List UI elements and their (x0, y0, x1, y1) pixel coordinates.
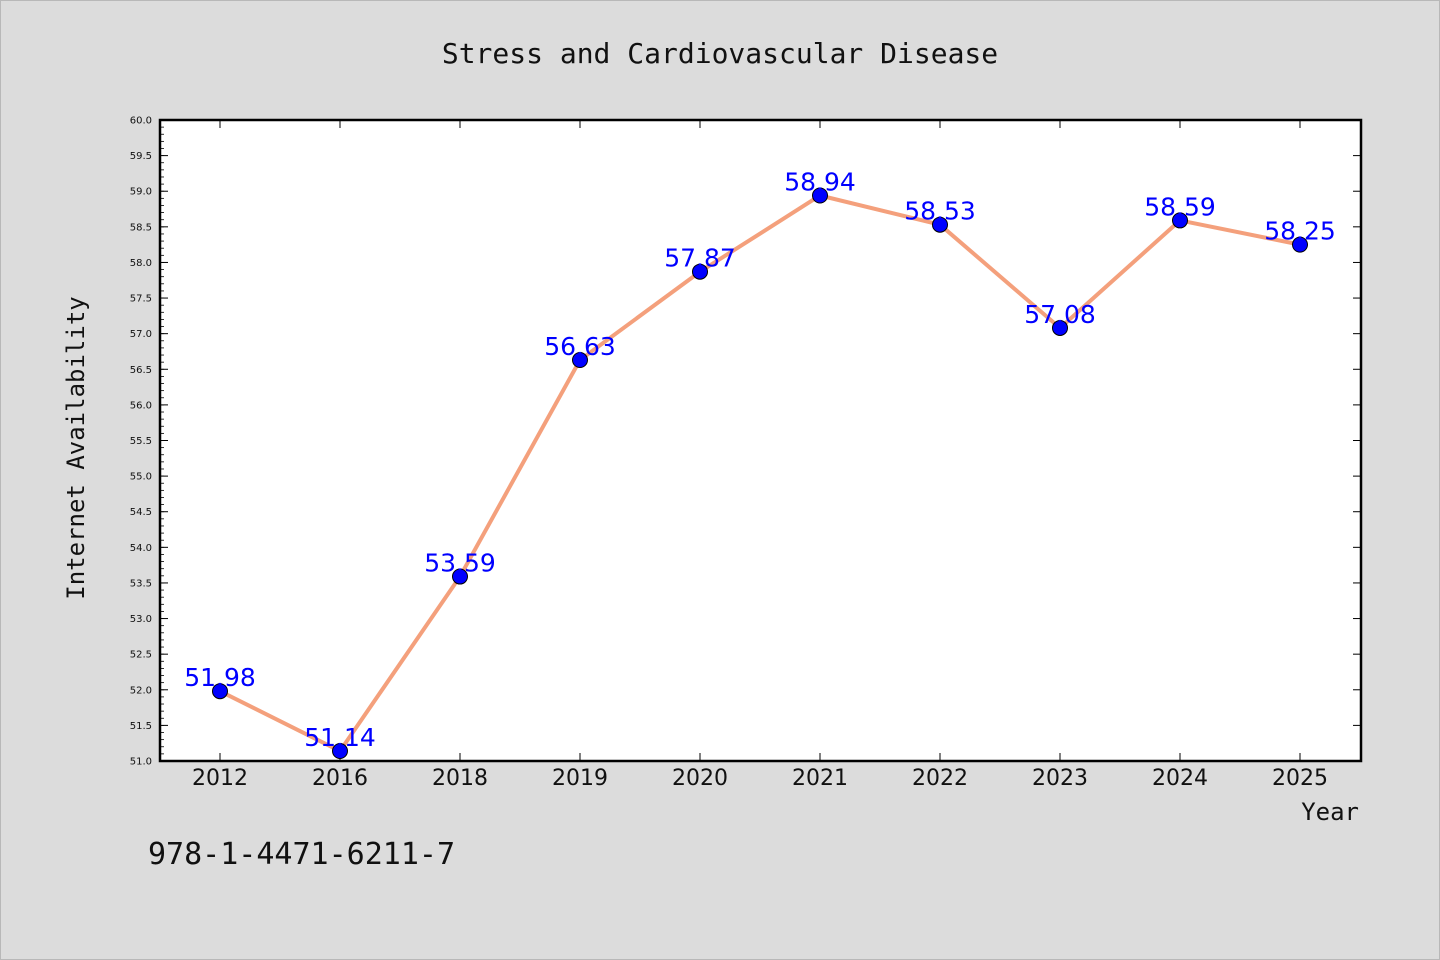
data-markers (212, 187, 1308, 760)
y-tick-label: 52.5 (130, 650, 152, 661)
data-point (1292, 236, 1308, 253)
data-point (1052, 319, 1068, 336)
data-labels: 51.98 51.14 53.59 56.63 57.87 58.94 58.53 57.08… (184, 167, 1336, 752)
data-label: 57.87 (664, 244, 736, 273)
y-tick-label: 56.0 (130, 400, 152, 411)
y-tick-label: 53.0 (130, 614, 152, 625)
chart-title: Stress and Cardiovascular Disease (442, 37, 998, 70)
data-label: 58.94 (784, 167, 856, 196)
y-axis: 51.0 51.5 52.0 52.5 53.0 53.5 54.0 54.5 55.0 55.5… (130, 116, 1361, 768)
x-tick-label: 2016 (312, 766, 368, 791)
y-tick-label: 51.5 (130, 721, 152, 732)
data-label: 51.14 (304, 723, 376, 752)
y-tick-label: 57.5 (130, 294, 152, 305)
x-tick-label: 2021 (792, 766, 848, 791)
y-tick-label: 59.0 (130, 187, 152, 198)
y-tick-label: 56.5 (130, 365, 152, 376)
x-axis: 2012 2016 2018 2019 2020 2021 2022 2023 2024 2025 (192, 120, 1328, 791)
x-tick-label: 2023 (1032, 766, 1088, 791)
data-point (332, 743, 348, 760)
y-tick-label: 58.5 (130, 222, 152, 233)
y-tick-label: 55.5 (130, 436, 152, 447)
data-label: 58.59 (1144, 192, 1216, 221)
x-tick-label: 2012 (192, 766, 248, 791)
x-axis-title: Year (1301, 798, 1359, 826)
footer-code: 978-1-4471-6211-7 (148, 837, 455, 872)
y-axis-title: Internet Availability (62, 296, 90, 599)
data-label: 58.25 (1264, 217, 1336, 246)
data-label: 53.59 (424, 549, 496, 578)
x-tick-label: 2025 (1272, 766, 1328, 791)
data-point (932, 216, 948, 233)
data-label: 58.53 (904, 197, 976, 226)
data-point (452, 568, 468, 585)
x-tick-label: 2019 (552, 766, 608, 791)
y-tick-label: 58.0 (130, 258, 152, 269)
series-line-group (219, 193, 1301, 754)
y-tick-label: 51.0 (130, 757, 152, 768)
y-tick-label: 54.0 (130, 543, 152, 554)
data-point (1172, 212, 1188, 229)
x-tick-label: 2024 (1152, 766, 1208, 791)
data-label: 57.08 (1024, 300, 1096, 329)
y-tick-label: 54.5 (130, 507, 152, 518)
data-point (812, 187, 828, 204)
data-point (212, 683, 228, 700)
y-tick-label: 52.0 (130, 685, 152, 696)
y-tick-label: 57.0 (130, 329, 152, 340)
series-line (219, 193, 1301, 754)
x-tick-label: 2020 (672, 766, 728, 791)
data-label: 51.98 (184, 663, 256, 692)
x-tick-label: 2022 (912, 766, 968, 791)
y-tick-label: 60.0 (130, 116, 152, 127)
y-tick-label: 59.5 (130, 151, 152, 162)
data-point (692, 263, 708, 280)
x-tick-label: 2018 (432, 766, 488, 791)
data-point (572, 352, 588, 369)
y-tick-label: 55.0 (130, 472, 152, 483)
y-tick-label: 53.5 (130, 578, 152, 589)
plot-area (158, 118, 1363, 763)
data-label: 56.63 (544, 332, 616, 361)
